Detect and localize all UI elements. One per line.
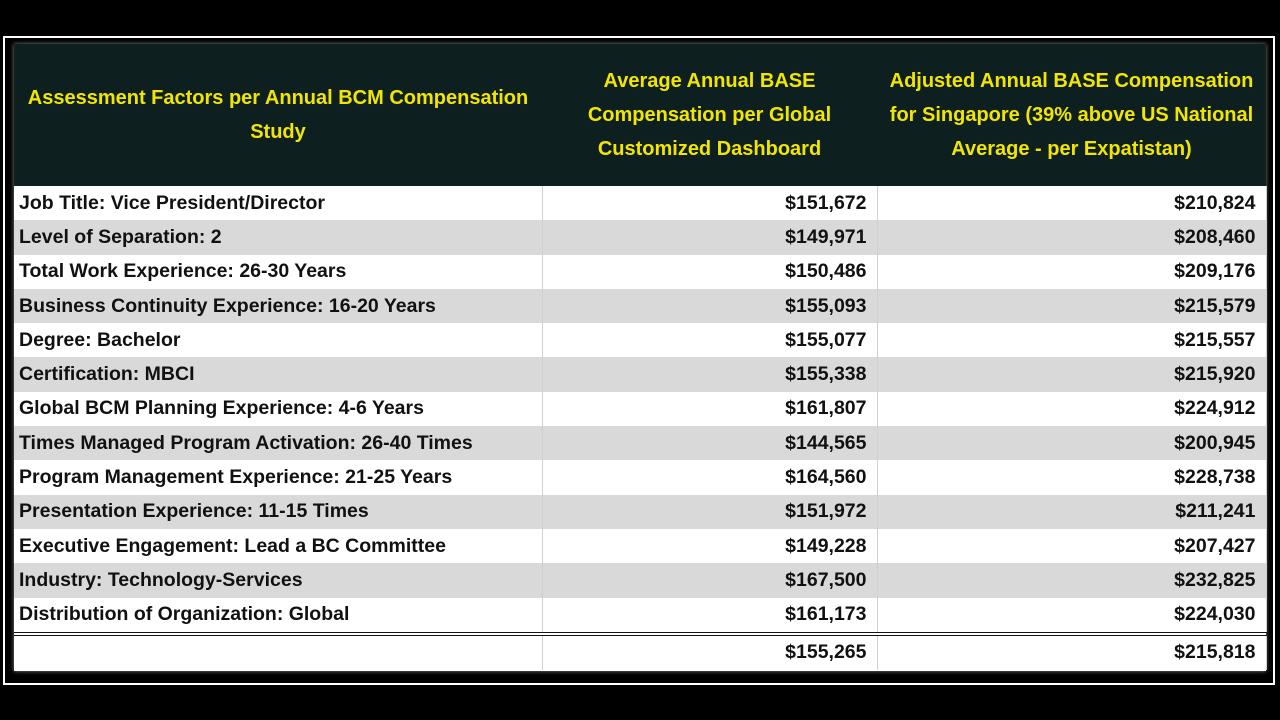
adjusted-cell: $208,460 (877, 220, 1267, 255)
average-cell: $155,077 (542, 323, 878, 358)
average-cell: $155,338 (542, 357, 878, 392)
header-assessment-factors: Assessment Factors per Annual BCM Compen… (14, 44, 542, 186)
factor-cell: Total Work Experience: 26-30 Years (14, 254, 543, 289)
factor-cell: Program Management Experience: 21-25 Yea… (14, 460, 543, 495)
table-row: Level of Separation: 2 $149,971 $208,460 (14, 220, 1267, 255)
adjusted-cell: $224,912 (877, 391, 1267, 427)
table-row: Job Title: Vice President/Director $151,6… (14, 186, 1267, 221)
adjusted-cell: $207,427 (877, 528, 1267, 564)
adjusted-cell: $215,920 (877, 357, 1267, 392)
adjusted-cell: $215,557 (877, 323, 1267, 358)
table-row: Times Managed Program Activation: 26-40 … (14, 426, 1267, 461)
table-row: Program Management Experience: 21-25 Yea… (14, 460, 1267, 495)
header-row: Assessment Factors per Annual BCM Compen… (14, 44, 1266, 186)
adjusted-cell: $215,579 (877, 288, 1267, 324)
table-row: Business Continuity Experience: 16-20 Ye… (14, 288, 1267, 324)
table-row: Total Work Experience: 26-30 Years $150,4… (14, 254, 1267, 289)
average-cell: $150,486 (542, 254, 878, 289)
average-cell: $164,560 (542, 460, 878, 495)
total-row: $155,265 $215,818 (14, 631, 1267, 670)
adjusted-cell: $228,738 (877, 460, 1267, 495)
factor-cell: Executive Engagement: Lead a BC Committe… (14, 528, 543, 564)
adjusted-cell: $232,825 (877, 563, 1267, 598)
average-cell: $167,500 (542, 563, 878, 598)
compensation-table-container: Assessment Factors per Annual BCM Compen… (14, 44, 1267, 671)
average-cell: $149,971 (542, 220, 878, 255)
adjusted-cell: $215,818 (877, 631, 1267, 670)
factor-cell: Presentation Experience: 11-15 Times (14, 494, 543, 529)
factor-cell: Job Title: Vice President/Director (14, 186, 543, 221)
table-row: Certification: MBCI $155,338 $215,920 (14, 357, 1267, 392)
adjusted-cell: $209,176 (877, 254, 1267, 289)
average-cell: $155,093 (542, 288, 878, 324)
average-cell: $161,807 (542, 391, 878, 427)
table-row: Distribution of Organization: Global $161… (14, 597, 1267, 634)
header-average-compensation: Average Annual BASE Compensation per Glo… (542, 44, 877, 186)
factor-cell: Level of Separation: 2 (14, 220, 543, 255)
factor-cell: Times Managed Program Activation: 26-40 … (14, 426, 543, 461)
table-row: Presentation Experience: 11-15 Times $151… (14, 494, 1267, 529)
table-row: Degree: Bachelor $155,077 $215,557 (14, 323, 1267, 358)
factor-cell: Certification: MBCI (14, 357, 543, 392)
average-cell: $161,173 (542, 597, 878, 634)
average-cell: $151,672 (542, 186, 878, 221)
factor-cell: Industry: Technology-Services (14, 563, 543, 598)
table-row: Industry: Technology-Services $167,500 $23… (14, 563, 1267, 598)
factor-cell: Global BCM Planning Experience: 4-6 Year… (14, 391, 543, 427)
compensation-table: Assessment Factors per Annual BCM Compen… (14, 44, 1267, 670)
table-row: Executive Engagement: Lead a BC Committe… (14, 528, 1267, 564)
factor-cell: Degree: Bachelor (14, 323, 543, 358)
adjusted-cell: $210,824 (877, 186, 1267, 221)
average-cell: $144,565 (542, 426, 878, 461)
adjusted-cell: $200,945 (877, 426, 1267, 461)
adjusted-cell: $211,241 (877, 494, 1267, 529)
average-cell: $149,228 (542, 528, 878, 564)
header-adjusted-compensation: Adjusted Annual BASE Compensation for Si… (877, 44, 1266, 186)
factor-cell: Business Continuity Experience: 16-20 Ye… (14, 288, 543, 324)
factor-cell (14, 631, 543, 670)
average-cell: $151,972 (542, 494, 878, 529)
table-row: Global BCM Planning Experience: 4-6 Year… (14, 391, 1267, 427)
average-cell: $155,265 (542, 631, 878, 670)
factor-cell: Distribution of Organization: Global (14, 597, 543, 634)
adjusted-cell: $224,030 (877, 597, 1267, 634)
